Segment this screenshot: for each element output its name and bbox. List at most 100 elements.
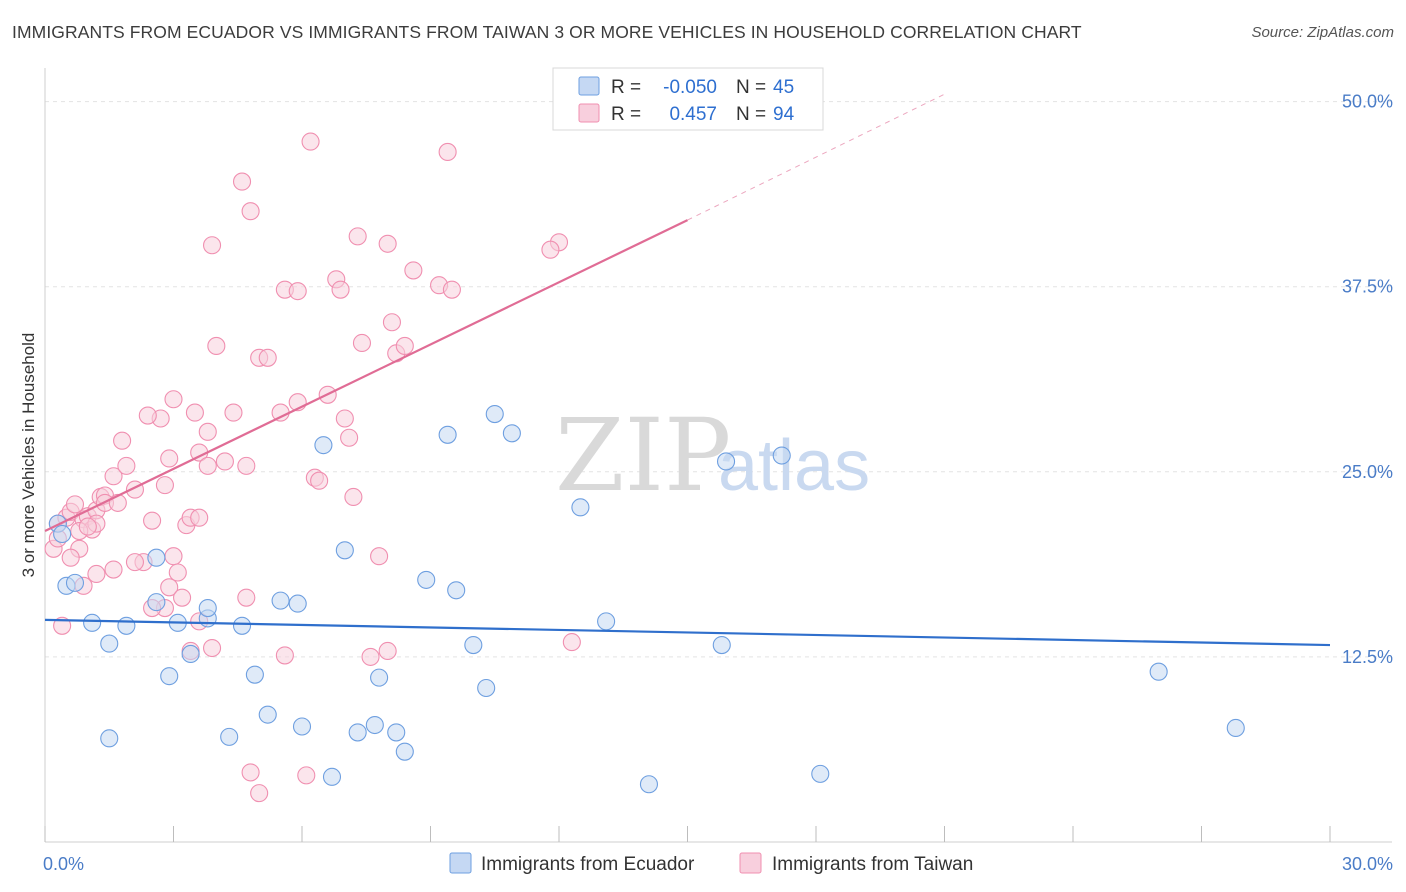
point-taiwan-53 [288, 282, 307, 301]
stats-legend: R = -0.050 N = 45 R = 0.457 N = 94 [552, 67, 824, 131]
point-taiwan-3 [53, 616, 72, 635]
point-taiwan-61 [344, 487, 363, 507]
point-taiwan-73 [438, 142, 457, 162]
point-taiwan-36 [160, 449, 179, 468]
y-axis-label: 3 or more Vehicles in Household [19, 333, 38, 578]
point-taiwan-40 [190, 508, 209, 527]
point-taiwan-48 [241, 202, 260, 221]
point-taiwan-70 [404, 261, 423, 280]
y-tick-labels: 12.5% 25.0% 37.5% 50.0% [1342, 92, 1393, 667]
point-taiwan-28 [164, 547, 183, 566]
bottom-legend-label-taiwan: Immigrants from Taiwan [772, 854, 973, 875]
series-ecuador-points [48, 405, 1245, 794]
legend-n-value-1: 45 [773, 77, 794, 98]
point-ecuador-6 [117, 616, 136, 635]
point-taiwan-16 [61, 548, 80, 567]
point-taiwan-27 [160, 578, 179, 597]
point-ecuador-30 [438, 425, 457, 444]
point-ecuador-37 [597, 612, 616, 631]
point-ecuador-17 [258, 705, 277, 724]
point-taiwan-43 [207, 336, 226, 355]
legend-r-value-1: -0.050 [663, 77, 717, 98]
point-taiwan-46 [232, 172, 252, 191]
point-ecuador-1 [53, 524, 72, 544]
point-ecuador-22 [322, 767, 342, 786]
point-taiwan-6 [65, 495, 85, 514]
point-taiwan-33 [198, 422, 217, 441]
y-tick-label-3: 50.0% [1342, 92, 1393, 112]
point-taiwan-19 [104, 467, 123, 486]
point-ecuador-24 [348, 723, 367, 742]
point-ecuador-32 [464, 636, 483, 655]
source-credit: Source: ZipAtlas.com [1251, 24, 1394, 41]
point-taiwan-64 [361, 647, 380, 666]
point-taiwan-45 [224, 403, 243, 422]
point-taiwan-72 [442, 280, 461, 299]
y-tick-label-0: 12.5% [1342, 647, 1393, 667]
point-ecuador-40 [716, 452, 736, 471]
point-ecuador-36 [571, 498, 590, 517]
point-taiwan-75 [138, 406, 157, 425]
point-taiwan-66 [378, 234, 397, 253]
point-ecuador-29 [417, 570, 436, 589]
trend-line-taiwan-extension [687, 93, 945, 221]
point-ecuador-28 [395, 742, 414, 761]
trend-line-ecuador [44, 618, 1331, 647]
point-taiwan-25 [143, 511, 162, 530]
legend-n-label-2: N = [736, 104, 766, 125]
point-ecuador-18 [271, 591, 290, 610]
grid-lines [45, 101, 1392, 658]
point-taiwan-42 [203, 236, 222, 255]
x-tick-label-1: 30.0% [1342, 854, 1393, 874]
point-taiwan-21 [113, 431, 132, 450]
point-taiwan-41 [198, 456, 217, 475]
point-ecuador-7 [147, 593, 166, 612]
legend-n-label-1: N = [736, 77, 766, 98]
chart-title: IMMIGRANTS FROM ECUADOR VS IMMIGRANTS FR… [12, 22, 1082, 42]
bottom-legend-label-ecuador: Immigrants from Ecuador [481, 854, 695, 875]
point-ecuador-19 [288, 594, 307, 613]
legend-swatch-ecuador [578, 76, 600, 96]
legend-n-value-2: 94 [773, 104, 795, 125]
axes [44, 68, 1392, 843]
point-ecuador-39 [712, 636, 731, 655]
point-ecuador-16 [245, 665, 264, 684]
point-taiwan-63 [352, 333, 372, 353]
watermark: ZIP atlas [555, 397, 870, 514]
point-ecuador-33 [477, 678, 496, 698]
y-tick-label-2: 37.5% [1342, 277, 1393, 297]
point-taiwan-34 [168, 563, 187, 582]
point-taiwan-60 [335, 409, 354, 428]
point-taiwan-74 [340, 428, 359, 447]
point-taiwan-18 [78, 517, 97, 536]
point-taiwan-92 [250, 784, 269, 803]
legend-swatch-taiwan [578, 103, 600, 123]
x-tick-labels: 0.0% 30.0% [43, 854, 1393, 874]
series-taiwan-points [44, 132, 581, 803]
point-ecuador-5 [100, 634, 119, 653]
point-ecuador-14 [220, 727, 239, 746]
bottom-legend-swatch-ecuador [449, 852, 472, 874]
point-taiwan-80 [173, 588, 192, 607]
point-ecuador-45 [100, 729, 119, 748]
point-ecuador-3 [65, 573, 85, 592]
point-taiwan-44 [215, 452, 234, 471]
x-tick-label-0: 0.0% [43, 854, 84, 874]
point-taiwan-76 [125, 553, 144, 572]
point-ecuador-23 [335, 541, 354, 560]
point-taiwan-69 [395, 336, 414, 355]
point-ecuador-20 [292, 717, 312, 736]
point-taiwan-82 [203, 638, 222, 658]
y-tick-label-1: 25.0% [1342, 462, 1393, 482]
point-taiwan-31 [185, 403, 204, 422]
point-taiwan-86 [310, 471, 329, 490]
point-taiwan-22 [117, 456, 136, 475]
point-ecuador-38 [639, 775, 659, 794]
point-ecuador-44 [1226, 718, 1245, 738]
watermark-zip: ZIP [555, 397, 731, 514]
point-ecuador-25 [365, 715, 384, 735]
point-taiwan-47 [237, 456, 256, 475]
point-ecuador-42 [811, 764, 830, 783]
point-taiwan-62 [348, 227, 367, 246]
point-taiwan-90 [562, 633, 581, 652]
